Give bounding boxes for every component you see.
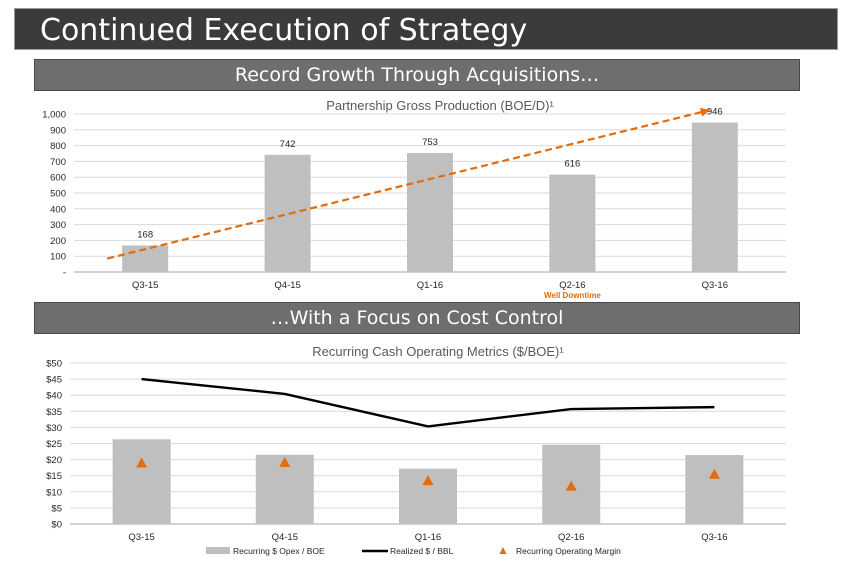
y-tick-label: $40 [46,391,62,402]
data-label: 616 [564,159,580,170]
margin-marker [565,480,577,491]
bar [549,174,596,272]
title-bar: Continued Execution of Strategy [14,8,838,50]
margin-marker [422,475,434,486]
x-tick-label: Q3-15 [128,532,154,543]
y-tick-label: 500 [50,189,66,200]
y-tick-label: 800 [50,141,66,152]
chart-title: Partnership Gross Production (BOE/D)¹ [326,98,554,113]
y-tick-label: 700 [50,157,66,168]
y-tick-label: $5 [51,503,62,514]
realized-price-line [141,377,715,428]
x-tick-label: Q3-15 [132,280,158,291]
margin-marker [279,456,291,467]
data-label: 946 [707,107,723,118]
operating-metrics-chart: Recurring Cash Operating Metrics ($/BOE)… [46,344,786,556]
legend-label-realized: Realized $ / BBL [390,546,454,556]
y-tick-label: 400 [50,204,66,215]
trend-line [106,108,711,260]
x-tick-label: Q4-15 [274,280,300,291]
margin-marker [708,468,720,479]
y-tick-label: $35 [46,407,62,418]
opex-bar [685,455,744,524]
cost-control-banner: …With a Focus on Cost Control [34,302,800,334]
data-label: 742 [280,139,296,150]
x-tick-label: Q2-16 [559,280,585,291]
y-tick-label: 1,000 [42,110,66,121]
x-tick-label: Q3-16 [702,280,728,291]
legend-label-opex: Recurring $ Opex / BOE [233,546,325,556]
x-tick-label: Q1-16 [417,280,443,291]
y-tick-label: $10 [46,487,62,498]
y-tick-label: 900 [50,125,66,136]
acquisitions-banner: Record Growth Through Acquisitions… [34,59,800,91]
x-tick-label: Q2-16 [558,532,584,543]
x-tick-label: Q4-15 [272,532,298,543]
bar [691,122,738,272]
legend-label-margin: Recurring Operating Margin [516,546,621,556]
y-tick-label: 300 [50,220,66,231]
data-label: 753 [422,137,438,148]
page-title: Continued Execution of Strategy [40,13,528,48]
legend-swatch-margin [499,547,507,554]
bar [264,154,311,272]
margin-marker [136,457,148,468]
y-tick-label: 600 [50,173,66,184]
data-label: 168 [137,229,153,240]
trend-arrowhead [699,107,710,117]
opex-bar [112,439,171,524]
y-tick-label: $50 [46,359,62,370]
legend-swatch-opex [206,547,230,554]
y-tick-label: - [63,268,66,279]
y-tick-label: $45 [46,375,62,386]
y-tick-label: 100 [50,252,66,263]
y-tick-label: $25 [46,439,62,450]
x-tick-label: Q3-16 [701,532,727,543]
production-chart: Partnership Gross Production (BOE/D)¹ - 10… [42,98,786,300]
y-tick-label: $15 [46,471,62,482]
well-downtime-annotation: Well Downtime [544,291,601,300]
y-tick-label: $30 [46,423,62,434]
bar [407,153,453,272]
y-tick-label: $0 [51,520,62,531]
x-tick-label: Q1-16 [415,532,441,543]
y-tick-label: $20 [46,455,62,466]
chart-title: Recurring Cash Operating Metrics ($/BOE)… [312,344,564,359]
y-tick-label: 200 [50,236,66,247]
